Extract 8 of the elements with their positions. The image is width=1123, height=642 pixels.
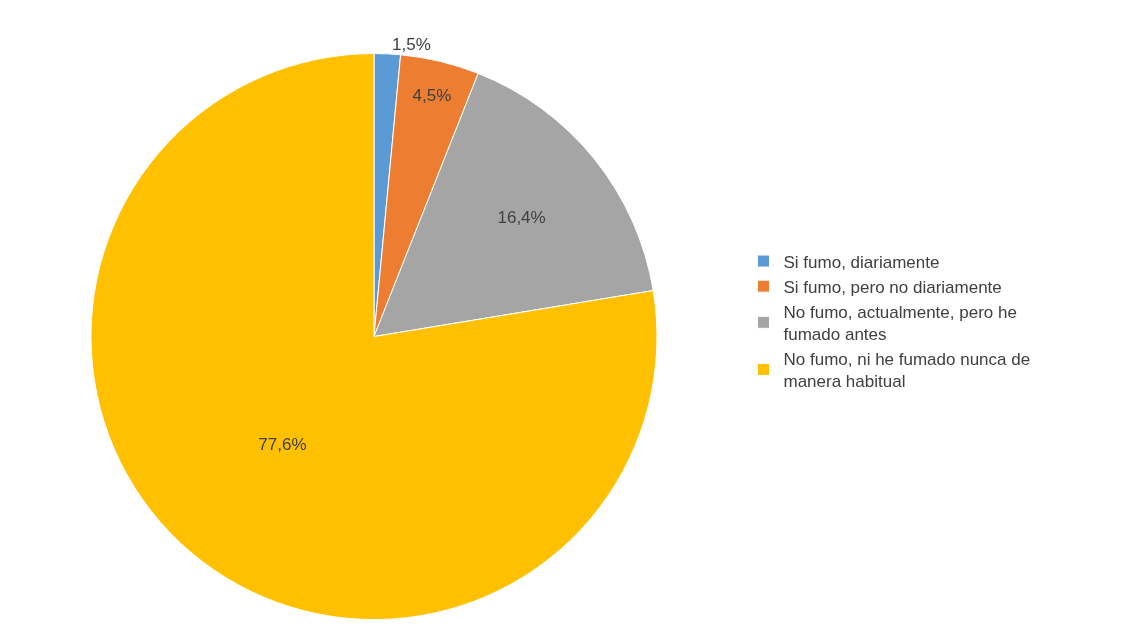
data-label: 1,5% [392, 34, 431, 54]
legend-label: Si fumo, pero no diariamente [783, 277, 1002, 297]
legend-label: No fumo, ni he fumado nunca de manera habitual [783, 350, 1031, 392]
data-label: 16,4% [497, 208, 546, 228]
data-label: 77,6% [258, 434, 307, 454]
data-label: 4,5% [412, 85, 452, 105]
legend-label: No fumo, actualmente, pero he fumado antes [783, 302, 1017, 344]
legend-label: Si fumo, diariamente [783, 252, 940, 272]
